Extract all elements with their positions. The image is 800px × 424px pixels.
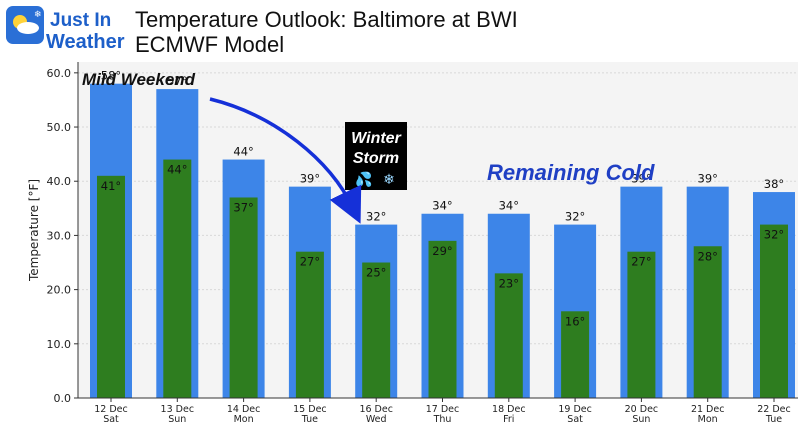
low-temp-bar <box>163 159 192 398</box>
high-temp-label: 39° <box>631 172 651 186</box>
bars <box>90 83 795 398</box>
x-tick-date: 12 Dec <box>94 404 128 415</box>
high-temp-label: 58° <box>101 69 121 83</box>
low-temp-bar <box>362 262 391 398</box>
x-tick-date: 18 Dec <box>492 404 526 415</box>
low-temp-label: 28° <box>698 249 718 263</box>
x-tick-day: Mon <box>234 414 254 424</box>
high-temp-label: 34° <box>499 199 519 213</box>
x-tick-date: 20 Dec <box>625 404 659 415</box>
low-temp-label: 29° <box>432 244 452 258</box>
cloud-icon <box>17 22 39 34</box>
low-temp-label: 27° <box>300 255 320 269</box>
low-temp-label: 32° <box>764 228 784 242</box>
low-temp-label: 37° <box>233 200 253 214</box>
x-tick-date: 13 Dec <box>161 404 195 415</box>
logo-line1: Just In <box>50 10 111 31</box>
storm-arrow <box>209 97 362 224</box>
logo-line2: Weather <box>46 31 125 53</box>
snowflake-icon: ❄ <box>383 171 395 187</box>
low-temp-bar <box>494 273 523 398</box>
chart-subtitle: ECMWF Model <box>135 32 284 57</box>
x-tick-day: Mon <box>698 414 718 424</box>
x-tick-date: 17 Dec <box>426 404 460 415</box>
winter-storm-background <box>345 122 407 190</box>
snowflake-icon: ❄ <box>34 9 42 19</box>
winter-storm-box: Winter Storm 💦 ❄ <box>345 122 407 190</box>
x-tick-day: Tue <box>301 414 318 424</box>
low-temp-label: 41° <box>101 179 121 193</box>
high-temp-label: 34° <box>432 199 452 213</box>
droplets-icon: 💦 <box>355 170 372 188</box>
y-axis-ticks: 0.0 10.0 20.0 30.0 40.0 50.0 60.0 <box>47 67 78 405</box>
low-temp-bar <box>760 224 788 398</box>
logo: ❄ Just In Weather <box>6 6 125 53</box>
high-temp-label: 39° <box>698 172 718 186</box>
remaining-cold-annotation: Remaining Cold <box>487 160 655 185</box>
low-temp-bar <box>428 240 457 398</box>
x-tick-day: Tue <box>765 414 782 424</box>
low-temp-label: 16° <box>565 314 585 328</box>
y-tick-label: 60.0 <box>47 67 72 80</box>
low-temp-bar <box>295 251 324 398</box>
low-temp-label: 23° <box>499 276 519 290</box>
high-temp-label: 32° <box>565 210 585 224</box>
x-tick-day: Wed <box>366 414 387 424</box>
x-tick-date: 21 Dec <box>691 404 725 415</box>
x-tick-date: 19 Dec <box>558 404 592 415</box>
winter-storm-line1: Winter <box>351 130 401 147</box>
low-temp-bar <box>561 311 590 398</box>
low-temp-label: 44° <box>167 163 187 177</box>
y-tick-label: 20.0 <box>47 284 72 297</box>
mild-weekend-annotation: Mild Weekend <box>82 70 196 89</box>
y-tick-label: 40.0 <box>47 175 72 188</box>
x-tick-date: 15 Dec <box>293 404 327 415</box>
x-tick-day: Sat <box>103 414 119 424</box>
y-tick-label: 30.0 <box>47 229 72 242</box>
low-temp-bar <box>693 246 722 398</box>
high-temp-label: 57° <box>167 74 187 88</box>
x-tick-date: 22 Dec <box>757 404 791 415</box>
x-tick-day: Thu <box>433 414 452 424</box>
winter-storm-line2: Storm <box>353 150 399 167</box>
high-temp-label: 32° <box>366 210 386 224</box>
low-temp-label: 25° <box>366 266 386 280</box>
low-temp-bar <box>229 197 258 398</box>
bar-labels: 58° 41° 57° 44° 44° 37° 39° 27° 32° 25° 34° 29° 34° 2… <box>101 69 784 329</box>
y-tick-label: 50.0 <box>47 121 72 134</box>
y-axis-title: Temperature [°F] <box>27 179 41 282</box>
x-tick-date: 14 Dec <box>227 404 261 415</box>
y-tick-label: 0.0 <box>54 392 72 405</box>
high-temp-label: 44° <box>233 145 253 159</box>
x-tick-day: Fri <box>503 414 514 424</box>
low-temp-bar <box>627 251 656 398</box>
x-tick-day: Sun <box>632 414 650 424</box>
x-tick-day: Sun <box>168 414 186 424</box>
x-tick-date: 16 Dec <box>359 404 393 415</box>
x-tick-day: Sat <box>567 414 583 424</box>
chart-title: Temperature Outlook: Baltimore at BWI <box>135 7 518 32</box>
high-temp-label: 38° <box>764 177 784 191</box>
y-tick-label: 10.0 <box>47 338 72 351</box>
low-temp-label: 27° <box>631 255 651 269</box>
high-temp-label: 39° <box>300 172 320 186</box>
low-temp-bar <box>97 175 125 398</box>
